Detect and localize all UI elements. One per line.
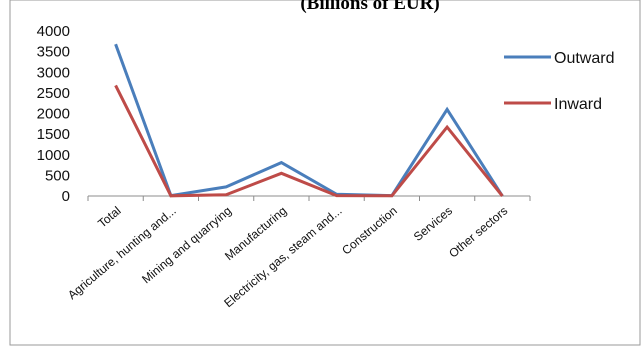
y-tick-label: 0 [62,188,70,205]
legend-label-inward: Inward [554,96,602,113]
y-tick-label: 2000 [37,106,70,123]
legend-label-outward: Outward [554,50,614,67]
series-line-inward [114,84,504,198]
y-tick-label: 4000 [37,23,70,40]
x-tick-label: Other sectors [446,204,510,261]
y-tick-label: 500 [45,167,70,184]
legend: Outward Inward [504,50,614,113]
chart-border [9,0,641,346]
series-line-outward [114,43,504,198]
y-axis: 0 500 1000 1500 2000 2500 3000 3500 4000 [37,23,70,205]
x-tick-label: Services [411,204,455,244]
x-tick-label: Mining and quarrying [139,204,234,287]
y-tick-label: 2500 [37,85,70,102]
y-tick-label: 3000 [37,64,70,81]
y-tick-label: 1500 [37,126,70,143]
x-tick-label: Construction [339,204,400,258]
series-group [114,43,504,198]
y-tick-label: 1000 [37,147,70,164]
chart-title: (Billions of EUR) [300,0,439,14]
y-tick-label: 3500 [37,44,70,61]
x-tick-label: Agriculture, hunting and... [65,204,179,303]
x-tick-label: Total [95,204,123,231]
